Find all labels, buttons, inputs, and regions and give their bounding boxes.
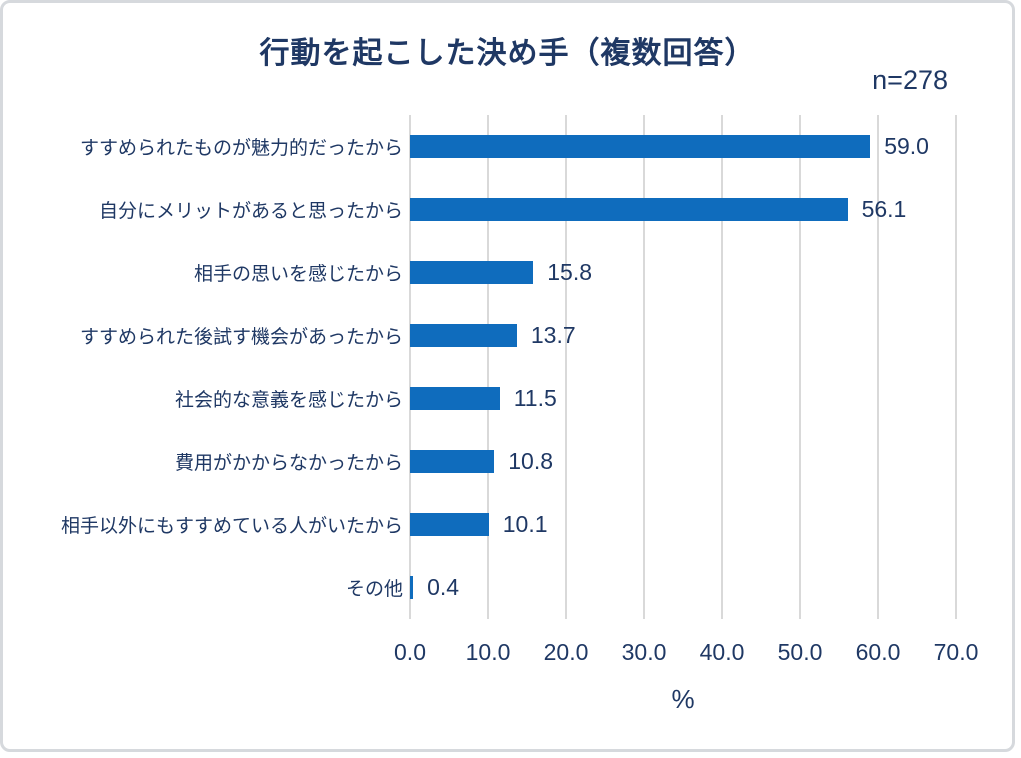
category-label: 費用がかからなかったから (174, 453, 403, 474)
bar-row: 0.4 (410, 556, 956, 619)
bar-row: 56.1 (410, 178, 956, 241)
category-label: 相手以外にもすすめている人がいたから (60, 516, 403, 537)
value-label: 15.8 (547, 259, 592, 285)
plot-area: 59.0 56.1 15.8 13.7 11.5 10.8 10.1 0.4 (409, 115, 957, 619)
x-tick-label: 40.0 (699, 639, 745, 665)
x-tick-label: 10.0 (465, 639, 511, 665)
sample-size-label: n=278 (872, 65, 948, 95)
bar (410, 135, 871, 158)
bar-row: 11.5 (410, 367, 956, 430)
value-label: 10.8 (508, 448, 553, 474)
category-label: すすめられたものが魅力的だったから (79, 138, 403, 159)
gridline (955, 115, 957, 619)
x-tick-label: 70.0 (933, 639, 979, 665)
gridline (799, 115, 801, 619)
bar (410, 450, 495, 473)
chart-title: 行動を起こした決め手（複数回答） (259, 37, 756, 70)
bar-row: 15.8 (410, 241, 956, 304)
bar-row: 10.8 (410, 430, 956, 493)
category-label: 相手の思いを感じたから (193, 264, 403, 285)
value-label: 13.7 (530, 322, 576, 348)
category-label: 自分にメリットがあると思ったから (98, 201, 403, 222)
bar-row: 59.0 (410, 115, 956, 178)
gridline (721, 115, 723, 619)
gridline (877, 115, 879, 619)
x-axis-ticks: 0.0 10.0 20.0 30.0 40.0 50.0 60.0 70.0 (394, 639, 978, 669)
bar (410, 576, 414, 599)
bar (410, 198, 848, 221)
value-label: 10.1 (502, 511, 548, 537)
category-label: 社会的な意義を感じたから (174, 390, 403, 411)
gridline (643, 115, 645, 619)
value-label: 56.1 (861, 196, 907, 222)
value-label: 59.0 (884, 133, 929, 159)
x-tick-label: 60.0 (855, 639, 901, 665)
value-label: 11.5 (513, 385, 557, 411)
bar-row: 13.7 (410, 304, 956, 367)
x-tick-label: 50.0 (777, 639, 823, 665)
gridline (487, 115, 489, 619)
bar-row: 10.1 (410, 493, 956, 556)
x-tick-label: 30.0 (621, 639, 667, 665)
x-axis-label: % (671, 684, 695, 714)
bar (410, 387, 500, 410)
gridline (409, 115, 411, 619)
bar (410, 324, 517, 347)
bar (410, 261, 534, 284)
category-axis: すすめられたものが魅力的だったから自分にメリットがあると思ったから相手の思いを感… (11, 115, 403, 619)
category-label: すすめられた後試す機会があったから (79, 327, 403, 348)
value-label: 0.4 (427, 574, 460, 600)
category-label: その他 (345, 579, 403, 600)
x-tick-label: 20.0 (543, 639, 589, 665)
x-tick-label: 0.0 (394, 639, 426, 665)
bar (410, 513, 489, 536)
gridline (565, 115, 567, 619)
